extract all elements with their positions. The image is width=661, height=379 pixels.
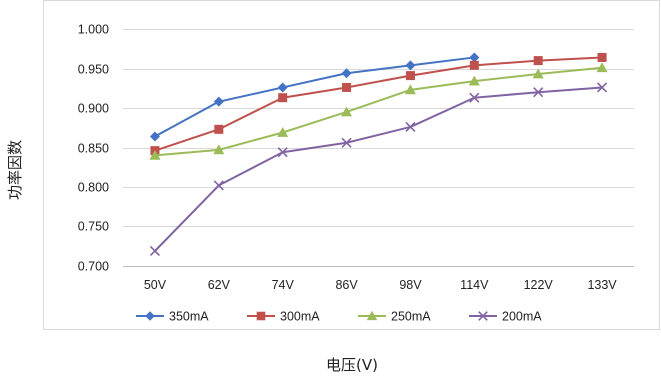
x-axis-ticks: 50V 62V 74V 86V 98V 114V 122V 133V: [144, 278, 618, 292]
series-line: [154, 86, 603, 252]
legend-label: 250mA: [391, 310, 431, 324]
data-point-marker: [405, 71, 415, 81]
data-point-marker: [596, 62, 608, 73]
legend: 350mA 300mA 250mA 200mA: [136, 310, 542, 324]
legend-label: 350mA: [169, 310, 209, 324]
x-tick-label: 62V: [208, 278, 231, 292]
x-tick-label: 114V: [460, 278, 489, 292]
data-point-marker: [405, 60, 416, 71]
series-line: [154, 56, 603, 152]
data-point-marker: [145, 311, 155, 321]
y-tick-label: 0.700: [78, 260, 109, 274]
x-axis-title: 电压(V): [326, 356, 378, 374]
data-point-marker: [404, 84, 416, 95]
y-tick-label: 0.850: [78, 142, 109, 156]
data-point-marker: [278, 93, 288, 103]
data-point-marker: [469, 60, 479, 70]
data-point-marker: [213, 180, 224, 191]
data-point-marker: [342, 82, 352, 92]
x-tick-label: 133V: [587, 278, 617, 292]
x-tick-label: 74V: [272, 278, 295, 292]
x-tick-label: 122V: [524, 278, 554, 292]
data-point-marker: [277, 82, 288, 93]
legend-item: 250mA: [358, 310, 431, 324]
y-tick-label: 0.800: [78, 181, 109, 195]
series-200mA: [149, 82, 608, 257]
data-point-marker: [532, 68, 544, 79]
legend-label: 200mA: [502, 310, 542, 324]
data-point-marker: [468, 75, 480, 86]
data-point-marker: [533, 87, 544, 98]
legend-label: 300mA: [280, 310, 320, 324]
data-point-marker: [256, 311, 266, 321]
y-axis-ticks: 1.000 0.950 0.900 0.850 0.800 0.750 0.700: [78, 23, 109, 274]
series-line: [154, 66, 603, 157]
data-point-marker: [341, 106, 353, 117]
data-point-marker: [277, 147, 288, 158]
legend-item: 300mA: [247, 310, 320, 324]
data-point-marker: [149, 131, 160, 142]
y-tick-label: 0.900: [78, 102, 109, 116]
series-350mA: [149, 52, 480, 142]
data-point-marker: [366, 310, 378, 321]
chart-frame: [43, 0, 660, 330]
data-point-marker: [277, 126, 289, 137]
data-point-marker: [597, 52, 607, 62]
data-point-marker: [405, 121, 416, 133]
legend-item: 200mA: [469, 310, 542, 324]
data-point-marker: [469, 92, 480, 103]
y-axis-title: 功率因数: [6, 140, 24, 200]
x-tick-label: 50V: [144, 278, 167, 292]
legend-item: 350mA: [136, 310, 209, 324]
y-tick-label: 1.000: [78, 23, 109, 37]
y-tick-label: 0.950: [78, 63, 109, 77]
data-point-marker: [149, 149, 161, 160]
data-point-marker: [533, 56, 543, 66]
data-point-marker: [149, 245, 161, 257]
series-layer: [149, 52, 608, 257]
x-tick-label: 98V: [399, 278, 422, 292]
x-tick-label: 86V: [335, 278, 358, 292]
data-point-marker: [213, 96, 224, 107]
data-point-marker: [341, 137, 352, 148]
data-point-marker: [596, 82, 608, 93]
data-point-marker: [469, 52, 480, 63]
data-point-marker: [214, 124, 224, 134]
data-point-marker: [341, 68, 352, 79]
grid-lines: [123, 29, 634, 267]
data-point-marker: [478, 311, 488, 321]
y-tick-label: 0.750: [78, 220, 109, 234]
data-point-marker: [213, 144, 225, 155]
series-250mA: [149, 62, 608, 160]
series-line: [154, 56, 475, 138]
